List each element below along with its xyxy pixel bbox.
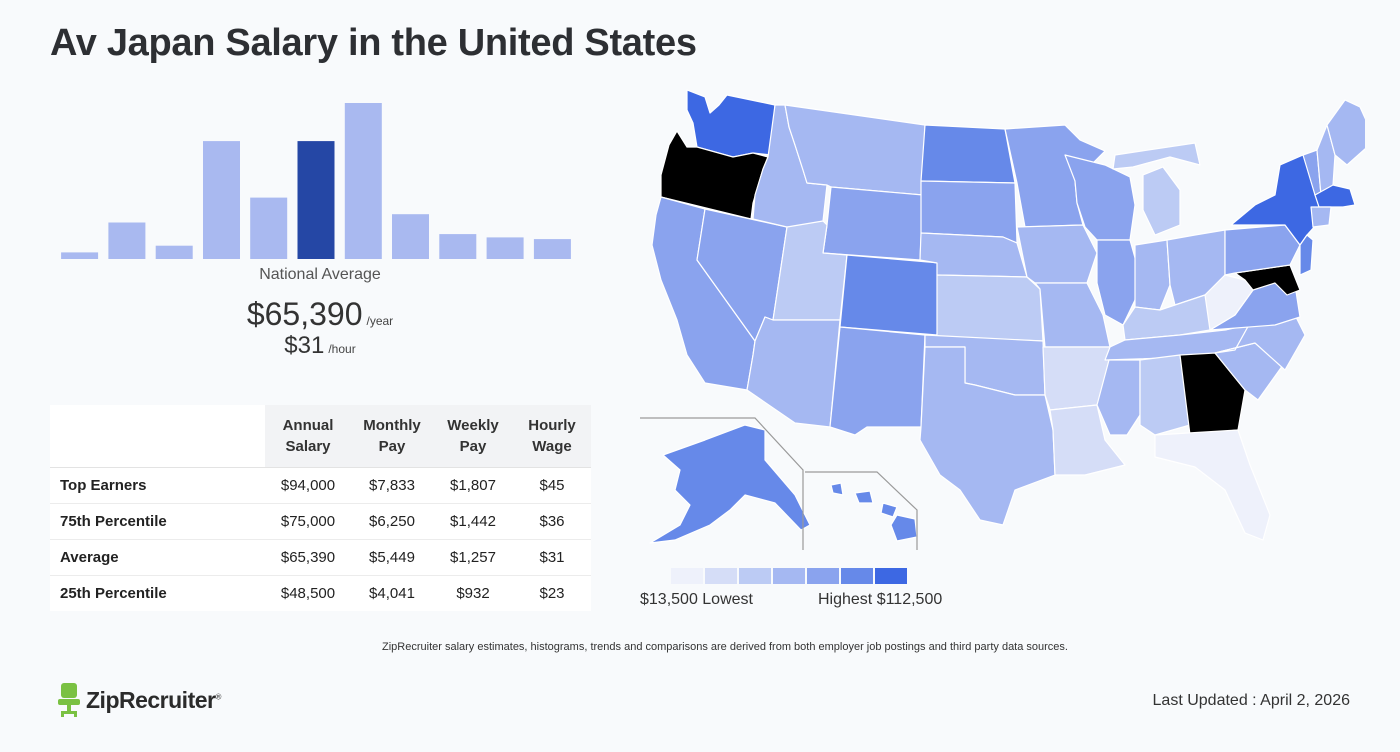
state-hi[interactable] [890, 514, 918, 542]
average-annual-value: $65,390 [246, 296, 363, 332]
histogram-bar [61, 252, 99, 259]
histogram-bar [392, 214, 429, 259]
cell-weekly: $932 [456, 584, 490, 602]
table-header-weekly: Weekly Pay [433, 405, 513, 468]
table-header-monthly: Monthly Pay [351, 405, 433, 468]
cell-weekly: $1,257 [433, 539, 513, 576]
average-annual: $65,390/year [60, 296, 580, 333]
legend-swatch [875, 568, 907, 584]
state-la[interactable] [1049, 404, 1126, 476]
cell-annual: $75,000 [265, 503, 351, 540]
histogram-bar [344, 103, 382, 259]
state-nm[interactable] [829, 326, 926, 436]
histogram-bar [155, 245, 193, 259]
ziprecruiter-logo[interactable]: ZipRecruiter® [58, 683, 221, 717]
cell-annual: $48,500 [280, 584, 336, 602]
histogram-bar [486, 237, 524, 259]
state-mi[interactable] [1112, 142, 1201, 170]
cell-hourly: $23 [539, 584, 565, 602]
state-md[interactable] [1234, 264, 1301, 296]
row-label: Average [50, 539, 265, 576]
state-ak[interactable] [649, 424, 811, 544]
inset-divider [805, 471, 918, 550]
state-hi[interactable] [854, 490, 874, 504]
legend-high-label: Highest $112,500 [818, 591, 943, 608]
average-hourly-unit: /hour [328, 342, 356, 356]
histogram-bar [203, 141, 240, 259]
histogram-bar [108, 222, 146, 259]
table-row: 25th Percentile $48,500 $4,041 $932 $23 [50, 575, 591, 611]
state-al[interactable] [1139, 354, 1191, 436]
table-header-row: Annual Salary Monthly Pay Weekly Pay Hourly… [50, 405, 591, 468]
state-me[interactable] [1326, 99, 1365, 166]
state-tx[interactable] [919, 346, 1056, 526]
map-legend [671, 568, 907, 584]
state-mo[interactable] [1034, 282, 1111, 348]
inset-divider [640, 417, 804, 550]
cell-weekly: $1,442 [433, 503, 513, 540]
table-row: 75th Percentile $75,000 $6,250 $1,442 $3… [50, 503, 591, 540]
table-header-hourly: Hourly Wage [513, 405, 591, 468]
legend-low-label: $13,500 Lowest [640, 591, 753, 608]
cell-hourly: $31 [513, 539, 591, 576]
cell-hourly: $45 [513, 467, 591, 504]
state-co[interactable] [839, 254, 941, 336]
legend-swatch [739, 568, 771, 584]
table-header-annual: Annual Salary [265, 405, 351, 468]
last-updated: Last Updated : April 2, 2026 [1152, 692, 1350, 709]
salary-histogram [61, 103, 571, 259]
cell-monthly: $6,250 [351, 503, 433, 540]
chair-icon [58, 683, 80, 717]
cell-monthly: $4,041 [369, 584, 415, 602]
state-nd[interactable] [920, 124, 1016, 184]
us-salary-map [640, 89, 1365, 550]
state-az[interactable] [746, 316, 841, 428]
row-label: 75th Percentile [50, 503, 265, 540]
cell-annual: $94,000 [265, 467, 351, 504]
table-header-blank [50, 405, 265, 468]
state-in[interactable] [1134, 239, 1171, 311]
row-label: Top Earners [50, 467, 265, 504]
histogram-label: National Average [259, 266, 381, 283]
cell-weekly: $1,807 [433, 467, 513, 504]
legend-swatch [705, 568, 737, 584]
state-ga[interactable] [1179, 352, 1246, 436]
cell-hourly: $36 [513, 503, 591, 540]
cell-annual: $65,390 [265, 539, 351, 576]
legend-swatch [773, 568, 805, 584]
state-mt[interactable] [784, 104, 926, 196]
logo-wordmark: ZipRecruiter® [86, 686, 221, 713]
histogram-bar-highlight [297, 141, 335, 259]
state-ia[interactable] [1016, 224, 1098, 284]
state-nc[interactable] [1214, 314, 1306, 371]
page-title: Av Japan Salary in the United States [50, 22, 697, 64]
table-row: Top Earners $94,000 $7,833 $1,807 $45 [50, 467, 591, 504]
state-fl[interactable] [1154, 429, 1271, 541]
salary-table: Annual Salary Monthly Pay Weekly Pay Hourly… [50, 405, 591, 611]
legend-swatch [841, 568, 873, 584]
disclaimer: ZipRecruiter salary estimates, histogram… [382, 641, 1068, 653]
state-ks[interactable] [936, 274, 1044, 342]
state-hi[interactable] [880, 502, 898, 518]
state-ct[interactable] [1310, 206, 1332, 228]
table-row: Average $65,390 $5,449 $1,257 $31 [50, 539, 591, 576]
legend-swatch [671, 568, 703, 584]
state-wa[interactable] [686, 89, 776, 158]
cell-monthly: $5,449 [351, 539, 433, 576]
row-label: 25th Percentile [60, 584, 167, 602]
histogram-bar [533, 239, 571, 259]
histogram-bar [439, 234, 477, 259]
state-mi[interactable] [1142, 166, 1181, 236]
histogram-bar [250, 197, 288, 259]
average-hourly: $31/hour [60, 332, 580, 360]
state-wy[interactable] [822, 186, 924, 261]
legend-swatch [807, 568, 839, 584]
cell-monthly: $7,833 [351, 467, 433, 504]
state-nh[interactable] [1316, 124, 1336, 196]
state-nj[interactable] [1299, 234, 1314, 276]
state-hi[interactable] [830, 482, 844, 496]
average-annual-unit: /year [366, 314, 394, 328]
average-hourly-value: $31 [284, 332, 325, 359]
